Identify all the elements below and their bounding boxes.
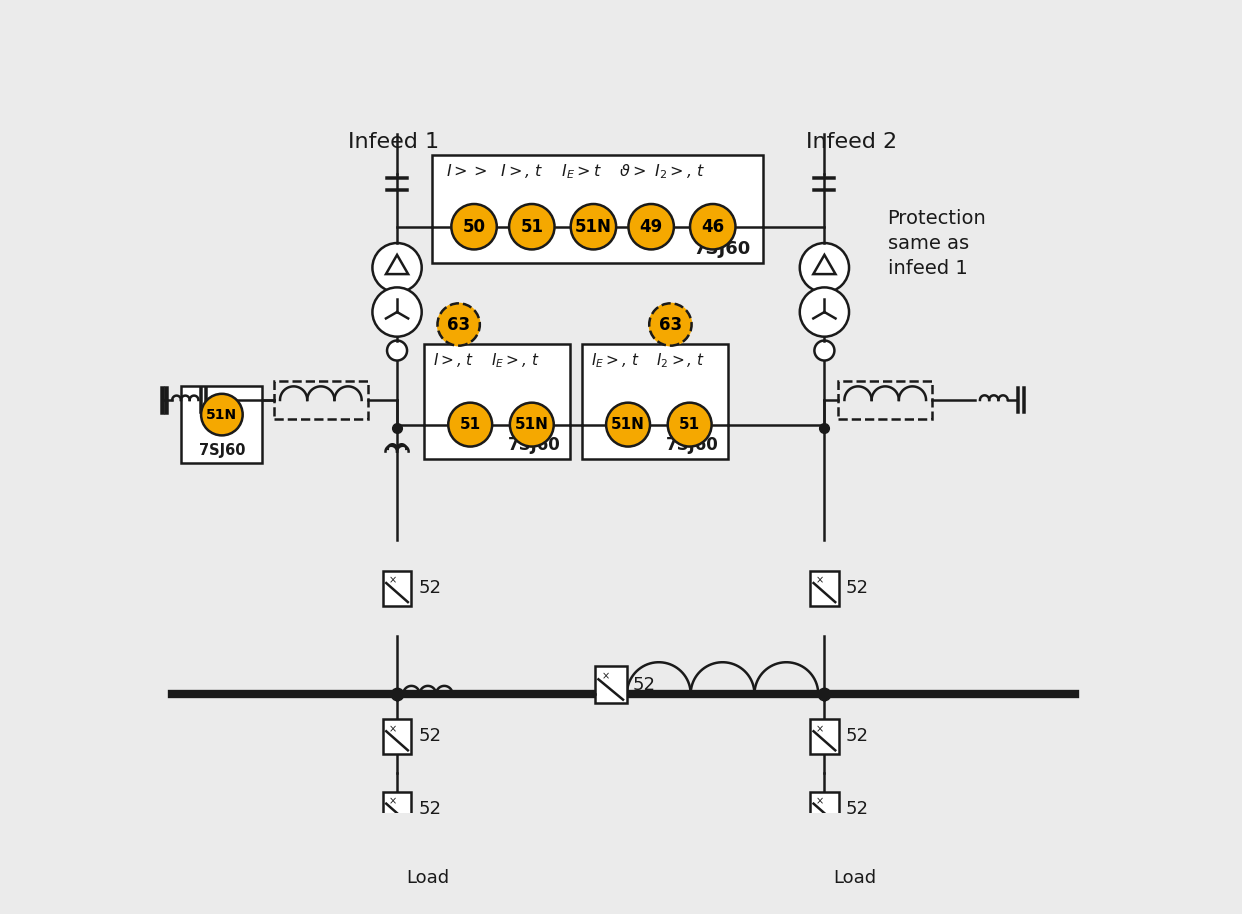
Text: ×: × xyxy=(816,724,825,734)
Text: 52: 52 xyxy=(846,728,869,746)
Text: 51: 51 xyxy=(520,218,543,236)
Text: 46: 46 xyxy=(702,218,724,236)
Text: ×: × xyxy=(389,724,397,734)
Text: 52: 52 xyxy=(419,579,442,597)
Text: 51: 51 xyxy=(460,417,481,432)
Bar xyxy=(595,666,627,704)
Bar xyxy=(383,719,411,754)
Circle shape xyxy=(448,403,492,447)
Bar xyxy=(383,571,411,606)
Circle shape xyxy=(668,403,712,447)
Circle shape xyxy=(201,394,242,435)
Text: 52: 52 xyxy=(419,800,442,818)
Bar xyxy=(838,381,933,420)
Text: 51N: 51N xyxy=(515,417,549,432)
Text: Load: Load xyxy=(406,869,450,887)
Text: Load: Load xyxy=(833,869,877,887)
Text: 51N: 51N xyxy=(206,408,237,421)
Text: Infeed 1: Infeed 1 xyxy=(348,132,438,152)
Text: 52: 52 xyxy=(632,675,656,694)
Circle shape xyxy=(815,341,835,360)
Text: 51N: 51N xyxy=(611,417,645,432)
Circle shape xyxy=(606,403,650,447)
Bar xyxy=(424,344,570,459)
Bar xyxy=(432,155,763,263)
Circle shape xyxy=(373,287,422,336)
Circle shape xyxy=(650,303,692,345)
Text: ×: × xyxy=(389,796,397,806)
Text: 51: 51 xyxy=(679,417,700,432)
Text: Protection
same as
infeed 1: Protection same as infeed 1 xyxy=(888,209,986,278)
Circle shape xyxy=(691,204,735,250)
Text: 50: 50 xyxy=(462,218,486,236)
Circle shape xyxy=(800,243,850,292)
Text: ×: × xyxy=(816,796,825,806)
Text: 52: 52 xyxy=(846,800,869,818)
Text: 7SJ60: 7SJ60 xyxy=(199,442,245,458)
Circle shape xyxy=(388,341,407,360)
Bar xyxy=(810,792,838,826)
Text: 52: 52 xyxy=(419,728,442,746)
Bar xyxy=(810,719,838,754)
Bar xyxy=(810,571,838,606)
Text: $I>$, $t$    $I_E >$, $t$: $I>$, $t$ $I_E >$, $t$ xyxy=(433,351,540,370)
Bar xyxy=(273,381,368,420)
Circle shape xyxy=(628,204,674,250)
Circle shape xyxy=(570,204,616,250)
Text: ×: × xyxy=(389,576,397,586)
Text: 63: 63 xyxy=(658,315,682,334)
Bar xyxy=(181,386,262,463)
Text: ×: × xyxy=(816,576,825,586)
Text: 7SJ60: 7SJ60 xyxy=(508,436,561,454)
Circle shape xyxy=(509,204,554,250)
Text: ×: × xyxy=(602,672,610,682)
Text: 49: 49 xyxy=(640,218,663,236)
Text: 63: 63 xyxy=(447,315,471,334)
Circle shape xyxy=(800,287,850,336)
Bar xyxy=(383,792,411,826)
Circle shape xyxy=(451,204,497,250)
Circle shape xyxy=(510,403,554,447)
Text: Infeed 2: Infeed 2 xyxy=(806,132,897,152)
Circle shape xyxy=(373,243,422,292)
Text: 52: 52 xyxy=(846,579,869,597)
Bar xyxy=(581,344,728,459)
Text: 7SJ60: 7SJ60 xyxy=(666,436,719,454)
Text: $I_E >$, $t$    $I_2>$, $t$: $I_E >$, $t$ $I_2>$, $t$ xyxy=(591,351,705,370)
Circle shape xyxy=(437,303,479,345)
Text: 7SJ60: 7SJ60 xyxy=(694,240,751,258)
Text: 51N: 51N xyxy=(575,218,612,236)
Text: $I>>$  $I>$, $t$    $I_E > t$    $\vartheta>$ $I_2 >$, $t$: $I>>$ $I>$, $t$ $I_E > t$ $\vartheta>$ $… xyxy=(446,163,705,181)
